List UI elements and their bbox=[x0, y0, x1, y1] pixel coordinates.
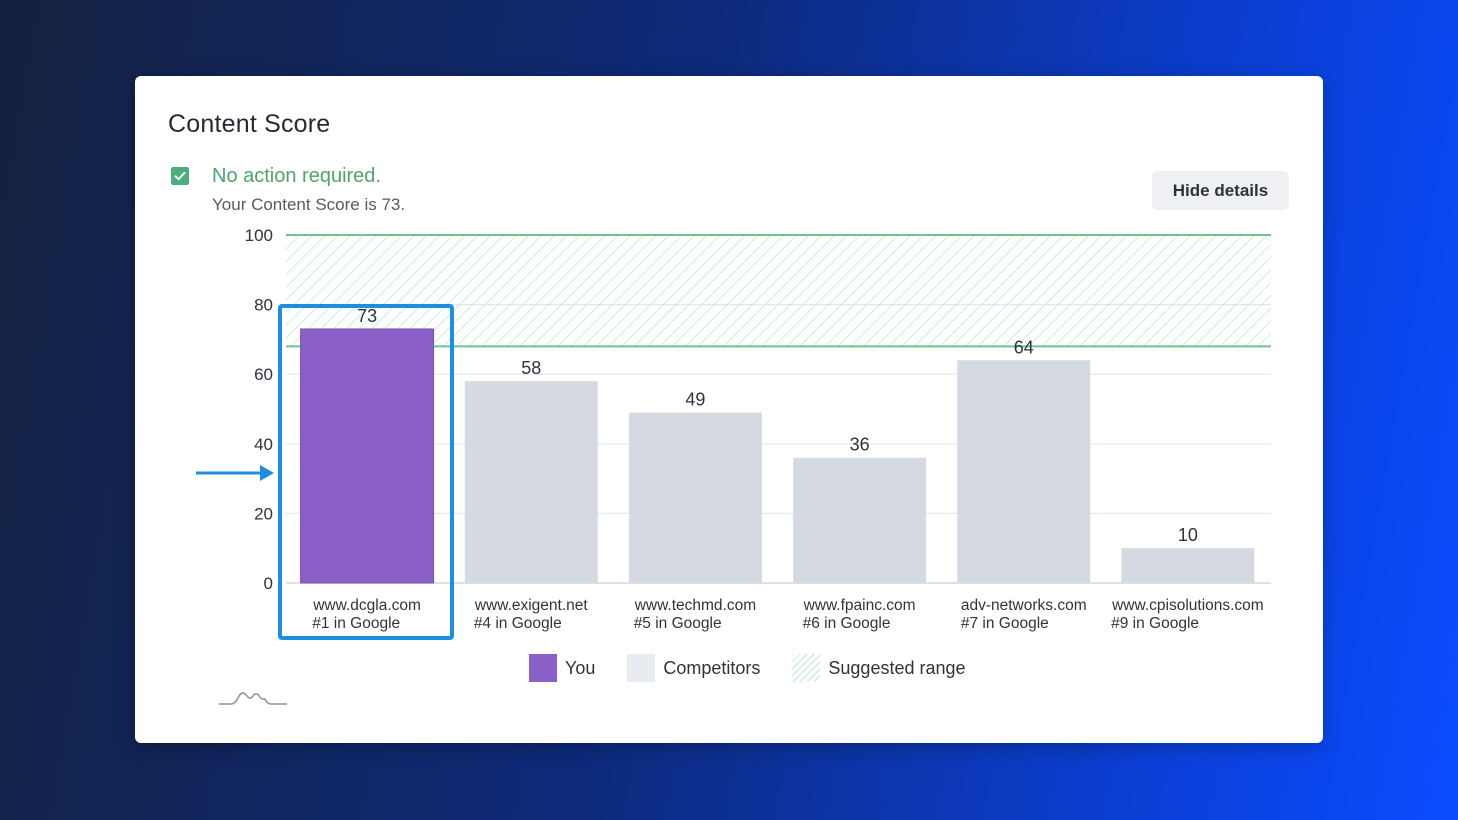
x-tick-domain: www.fpainc.com bbox=[803, 597, 916, 614]
status-message: No action required. bbox=[212, 165, 381, 187]
legend-item-suggested-range: Suggested range bbox=[792, 654, 966, 682]
y-tick-label: 100 bbox=[245, 226, 273, 245]
y-tick-label: 20 bbox=[254, 504, 273, 523]
bar-value-label: 73 bbox=[357, 306, 377, 326]
legend-label-competitors: Competitors bbox=[663, 657, 761, 678]
legend-swatch-suggested-range bbox=[792, 654, 821, 682]
legend-item-competitors: Competitors bbox=[627, 654, 760, 682]
x-tick-domain: www.cpisolutions.com bbox=[1111, 597, 1264, 614]
x-tick-rank: #4 in Google bbox=[474, 615, 562, 632]
bar-value-label: 49 bbox=[685, 389, 705, 409]
chart-legend: You Competitors Suggested range bbox=[529, 654, 998, 682]
bar-you bbox=[300, 328, 435, 584]
bar-competitor bbox=[628, 412, 762, 583]
x-tick-rank: #5 in Google bbox=[634, 615, 722, 632]
x-tick-rank: #7 in Google bbox=[961, 615, 1049, 632]
x-tick-rank: #6 in Google bbox=[803, 615, 891, 632]
bar-competitor bbox=[957, 360, 1091, 583]
highlight-box bbox=[278, 304, 454, 640]
bar-competitor bbox=[1121, 548, 1255, 583]
card-title: Content Score bbox=[168, 110, 331, 138]
bar-value-label: 64 bbox=[1014, 337, 1034, 357]
bar-value-label: 58 bbox=[521, 358, 541, 378]
checkbox-checked-icon bbox=[171, 167, 189, 185]
hide-details-button[interactable]: Hide details bbox=[1152, 171, 1289, 210]
x-tick-domain: www.dcgla.com bbox=[312, 597, 421, 614]
y-tick-label: 0 bbox=[264, 574, 273, 593]
bar-value-label: 10 bbox=[1178, 525, 1198, 545]
x-tick-rank: #1 in Google bbox=[312, 615, 400, 632]
bar-competitor bbox=[464, 381, 598, 583]
legend-label-suggested-range: Suggested range bbox=[828, 657, 966, 678]
x-tick-domain: adv-networks.com bbox=[961, 597, 1087, 614]
y-tick-label: 60 bbox=[254, 365, 273, 384]
legend-item-you: You bbox=[529, 654, 595, 682]
arrow-right-icon bbox=[196, 465, 274, 481]
legend-swatch-competitors bbox=[627, 654, 656, 682]
x-tick-domain: www.exigent.net bbox=[474, 597, 589, 614]
status-detail: Your Content Score is 73. bbox=[212, 195, 406, 214]
brand-mountain-icon bbox=[219, 692, 287, 705]
x-tick-domain: www.techmd.com bbox=[634, 597, 756, 614]
y-tick-label: 40 bbox=[254, 435, 273, 454]
x-tick-rank: #9 in Google bbox=[1111, 615, 1199, 632]
legend-swatch-you bbox=[529, 654, 557, 682]
legend-label-you: You bbox=[565, 657, 596, 678]
bar-value-label: 36 bbox=[850, 435, 870, 455]
y-tick-label: 80 bbox=[254, 296, 273, 315]
bar-competitor bbox=[793, 457, 927, 583]
